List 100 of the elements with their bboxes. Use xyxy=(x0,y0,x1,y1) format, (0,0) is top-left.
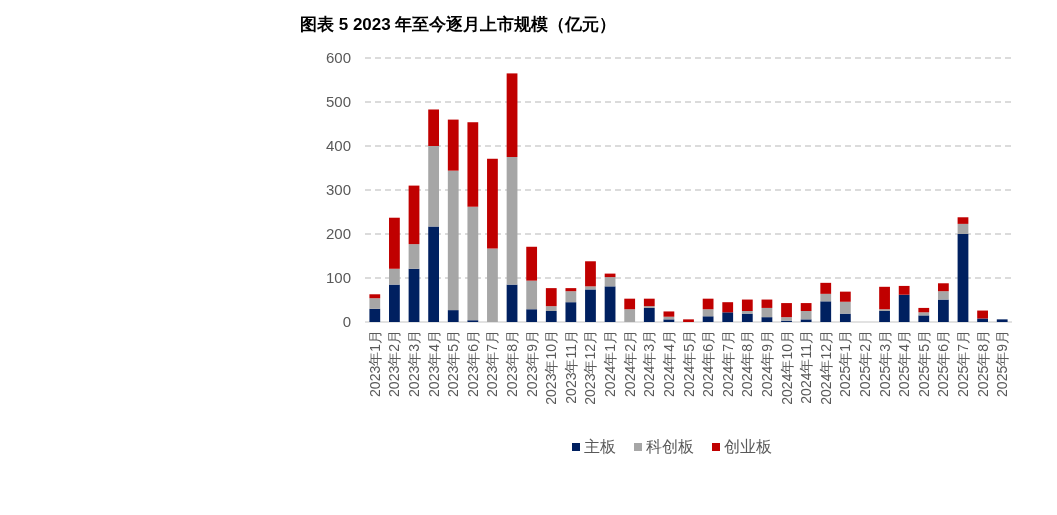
bar xyxy=(683,319,694,322)
bar xyxy=(937,291,949,300)
x-tick-label: 2024年7月 xyxy=(719,330,736,397)
bar xyxy=(585,286,596,290)
x-tick-label: 2023年2月 xyxy=(386,330,403,397)
x-tick-label: 2025年9月 xyxy=(994,330,1011,397)
y-tick-label: 200 xyxy=(325,225,351,242)
bar xyxy=(918,312,930,316)
x-tick-label: 2024年10月 xyxy=(778,330,795,405)
bar xyxy=(937,283,949,292)
bar xyxy=(624,298,636,310)
x-tick-label: 2023年10月 xyxy=(543,330,560,405)
x-tick-label: 2023年1月 xyxy=(366,330,383,397)
bar xyxy=(526,309,538,322)
x-tick-label: 2023年3月 xyxy=(406,330,423,397)
bar xyxy=(604,286,616,322)
x-tick-label: 2024年3月 xyxy=(641,330,658,397)
x-tick-label: 2024年12月 xyxy=(817,330,834,405)
x-tick-label: 2024年4月 xyxy=(660,330,677,397)
bar xyxy=(545,311,557,322)
legend-label: 创业板 xyxy=(724,438,772,455)
bar xyxy=(506,73,518,157)
bar xyxy=(957,217,969,224)
bar xyxy=(898,294,910,322)
bar xyxy=(369,308,381,322)
bar xyxy=(761,307,773,318)
x-tick-label: 2023年6月 xyxy=(464,330,481,397)
bar xyxy=(702,316,714,322)
bar xyxy=(937,299,949,322)
x-tick-label: 2023年5月 xyxy=(445,330,462,397)
bar xyxy=(565,302,577,322)
bar xyxy=(565,291,577,303)
bar xyxy=(467,122,479,207)
x-tick-label: 2024年9月 xyxy=(758,330,775,397)
bar xyxy=(800,303,812,311)
bar xyxy=(996,319,1008,322)
x-tick-label: 2023年12月 xyxy=(582,330,599,405)
x-tick-label: 2024年11月 xyxy=(798,330,815,404)
bar xyxy=(702,309,714,317)
x-tick-label: 2025年6月 xyxy=(935,330,952,397)
x-tick-label: 2023年11月 xyxy=(562,330,579,404)
bar xyxy=(447,310,459,322)
bar xyxy=(585,261,596,287)
bar xyxy=(898,285,910,295)
bar xyxy=(722,302,734,313)
bar xyxy=(389,284,400,322)
bar xyxy=(565,288,577,292)
bar xyxy=(957,223,969,234)
x-tick-label: 2024年8月 xyxy=(739,330,756,397)
bar xyxy=(977,318,988,322)
bar xyxy=(487,248,498,322)
x-tick-label: 2025年4月 xyxy=(896,330,913,397)
bar xyxy=(800,319,812,322)
bar xyxy=(624,309,636,322)
y-tick-label: 500 xyxy=(325,93,351,110)
bar xyxy=(663,311,675,317)
x-tick-label: 2023年4月 xyxy=(425,330,442,397)
bar xyxy=(545,306,557,311)
bar xyxy=(820,282,832,294)
y-tick-label: 600 xyxy=(325,49,351,66)
x-tick-label: 2024年1月 xyxy=(602,330,619,397)
x-tick-label: 2025年7月 xyxy=(954,330,971,397)
bar xyxy=(467,206,479,321)
x-tick-label: 2023年8月 xyxy=(504,330,521,397)
bar xyxy=(839,291,851,302)
x-tick-label: 2025年1月 xyxy=(837,330,854,397)
bar xyxy=(761,317,773,322)
x-tick-label: 2024年2月 xyxy=(621,330,638,397)
bar xyxy=(408,185,420,245)
bar xyxy=(957,234,969,322)
bar xyxy=(428,146,440,227)
bar xyxy=(428,226,440,322)
y-tick-label: 400 xyxy=(325,137,351,154)
bar xyxy=(526,280,538,310)
x-tick-label: 2024年6月 xyxy=(700,330,717,397)
bar xyxy=(741,299,753,311)
x-tick-label: 2025年3月 xyxy=(876,330,893,397)
bar xyxy=(839,301,851,314)
bar xyxy=(369,298,381,309)
bar xyxy=(447,119,459,171)
bar xyxy=(918,315,930,322)
bar xyxy=(741,313,753,322)
chart-title: 图表 5 2023 年至今逐月上市规模（亿元） xyxy=(300,15,617,34)
legend-label: 主板 xyxy=(584,438,616,455)
bar xyxy=(643,307,655,322)
bar xyxy=(781,303,792,318)
bar xyxy=(839,313,851,322)
bar xyxy=(918,307,930,313)
bar xyxy=(879,311,890,322)
bar xyxy=(820,293,832,302)
legend-label: 科创板 xyxy=(646,438,694,455)
bar xyxy=(506,157,518,285)
bar xyxy=(800,311,812,320)
bar xyxy=(604,277,616,287)
x-tick-label: 2025年5月 xyxy=(915,330,932,397)
x-tick-label: 2025年8月 xyxy=(974,330,991,397)
x-tick-label: 2024年5月 xyxy=(680,330,697,397)
bar xyxy=(526,246,538,281)
y-tick-label: 100 xyxy=(325,269,351,286)
bar xyxy=(408,268,420,322)
